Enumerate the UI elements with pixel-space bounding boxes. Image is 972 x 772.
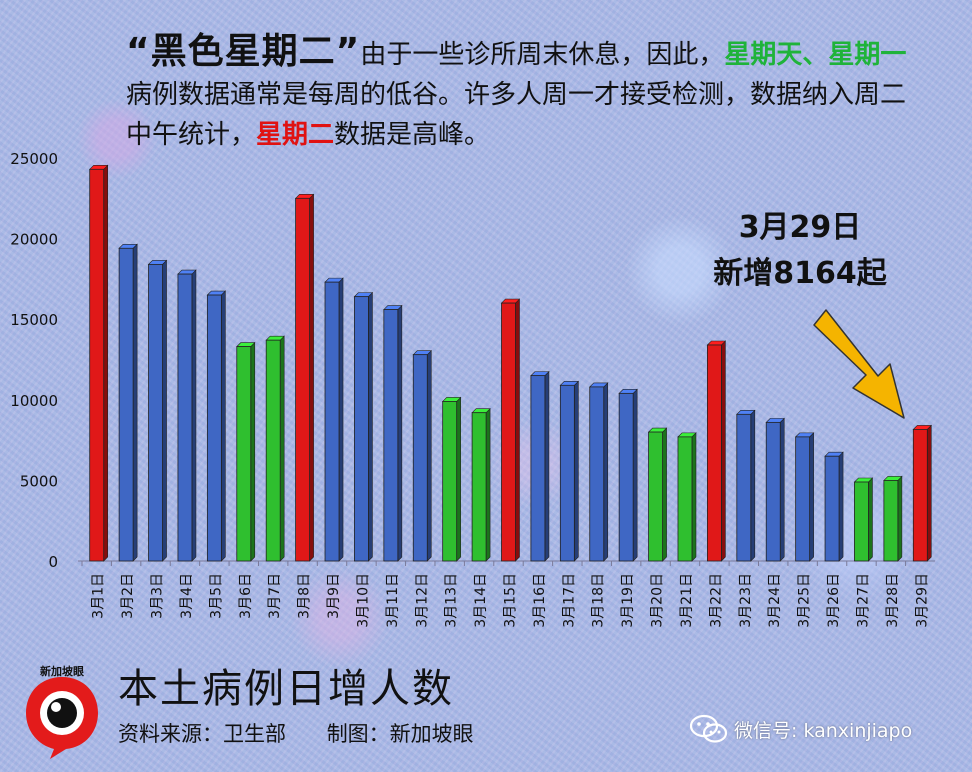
- y-tick-label: 20000: [10, 231, 58, 249]
- bar-23: [736, 409, 756, 562]
- y-tick-label: 10000: [10, 392, 58, 410]
- bar-18: [589, 382, 609, 562]
- x-tick-label: 3月23日: [738, 573, 754, 628]
- bar-4: [177, 269, 197, 562]
- x-tick-label: 3月21日: [679, 573, 695, 628]
- bar-21: [677, 432, 697, 562]
- y-tick-label: 0: [48, 553, 58, 571]
- bar-19: [618, 388, 638, 562]
- callout-value: 新增8164起: [713, 256, 887, 291]
- bar-7: [265, 335, 285, 562]
- bar-1: [88, 164, 109, 562]
- x-tick-label: 3月13日: [444, 573, 460, 628]
- x-tick-label: 3月19日: [620, 573, 636, 628]
- bar-20: [647, 427, 668, 562]
- headline-red: 星期二: [256, 120, 335, 150]
- bar-22: [706, 340, 727, 562]
- x-tick-label: 3月20日: [650, 573, 666, 628]
- x-tick-label: 3月6日: [238, 573, 254, 619]
- x-tick-label: 3月14日: [473, 573, 489, 628]
- x-tick-label: 3月11日: [385, 573, 401, 628]
- bar-10: [353, 291, 374, 562]
- x-tick-label: 3月9日: [326, 573, 342, 619]
- headline-quote: “黑色星期二”: [126, 31, 361, 72]
- bar-3: [147, 259, 168, 562]
- callout-arrow-icon: [813, 309, 905, 419]
- bar-12: [412, 349, 432, 562]
- x-tick-label: 3月2日: [120, 573, 136, 619]
- headline-text-3: 数据是高峰。: [334, 120, 491, 150]
- source-text: 资料来源：卫生部: [118, 722, 286, 746]
- y-tick-label: 15000: [10, 311, 58, 329]
- source-line: 资料来源：卫生部 制图：新加坡眼: [118, 718, 508, 748]
- bar-26: [824, 451, 844, 562]
- bar-25: [794, 432, 815, 562]
- x-tick-label: 3月3日: [150, 573, 166, 619]
- x-tick-label: 3月17日: [561, 573, 577, 628]
- x-tick-label: 3月10日: [355, 573, 371, 628]
- bar-15: [500, 298, 521, 562]
- watermark: 微信号: kanxinjiapo: [690, 714, 912, 744]
- bar-6: [236, 341, 256, 562]
- bar-11: [383, 304, 403, 562]
- x-tick-label: 3月29日: [914, 573, 930, 628]
- x-tick-label: 3月24日: [767, 573, 783, 628]
- x-tick-label: 3月28日: [885, 573, 901, 628]
- chart-title: 本土病例日增人数: [118, 666, 454, 712]
- headline-green: 星期天、星期一: [724, 40, 907, 70]
- x-tick-label: 3月25日: [797, 573, 813, 628]
- maker-text: 制图：新加坡眼: [326, 722, 474, 746]
- x-tick-label: 3月15日: [503, 573, 519, 628]
- x-tick-label: 3月27日: [855, 573, 871, 628]
- x-tick-label: 3月26日: [826, 573, 842, 628]
- watermark-text: 微信号: kanxinjiapo: [734, 719, 913, 742]
- headline-text-1: 由于一些诊所周末休息，因此，: [360, 40, 725, 70]
- y-tick-label: 5000: [20, 472, 58, 490]
- x-axis-labels: 3月1日 3月2日 3月3日 3月4日 3月5日 3月6日 3月7日 3月8日 3月9日 3月10…: [81, 561, 930, 628]
- bar-2: [118, 243, 138, 562]
- eye-logo-icon: [26, 677, 98, 759]
- callout: 3月29日 新增8164起: [690, 205, 910, 297]
- bar-27: [853, 477, 874, 562]
- bar-16: [530, 370, 550, 562]
- bar-8: [294, 193, 315, 562]
- wechat-icon: [690, 714, 728, 743]
- x-tick-label: 3月5日: [208, 573, 224, 619]
- bar-14: [471, 407, 491, 562]
- x-tick-label: 3月7日: [267, 573, 283, 619]
- headline: “黑色星期二”由于一些诊所周末休息，因此，星期天、星期一病例数据通常是每周的低谷…: [126, 32, 916, 155]
- logo-text: 新加坡眼: [40, 665, 84, 678]
- bar-9: [324, 277, 344, 562]
- x-tick-label: 3月16日: [532, 573, 548, 628]
- x-tick-label: 3月1日: [91, 573, 107, 619]
- x-tick-label: 3月8日: [297, 573, 313, 619]
- callout-date: 3月29日: [738, 210, 862, 245]
- logo: 新加坡眼: [20, 663, 104, 759]
- y-tick-label: 25000: [10, 150, 58, 168]
- bar-13: [441, 396, 462, 562]
- bar-5: [206, 290, 227, 562]
- bars: [88, 164, 933, 562]
- bar-29: [912, 424, 933, 562]
- bar-24: [765, 417, 785, 562]
- x-tick-label: 3月4日: [179, 573, 195, 619]
- x-tick-label: 3月18日: [591, 573, 607, 628]
- x-tick-label: 3月12日: [414, 573, 430, 628]
- headline-text-2: 病例数据通常是每周的低谷。许多人周一才接受检测，数据纳入周二中午统计，: [126, 80, 907, 150]
- bar-17: [559, 380, 580, 562]
- x-tick-label: 3月22日: [708, 573, 724, 628]
- bar-28: [883, 475, 903, 562]
